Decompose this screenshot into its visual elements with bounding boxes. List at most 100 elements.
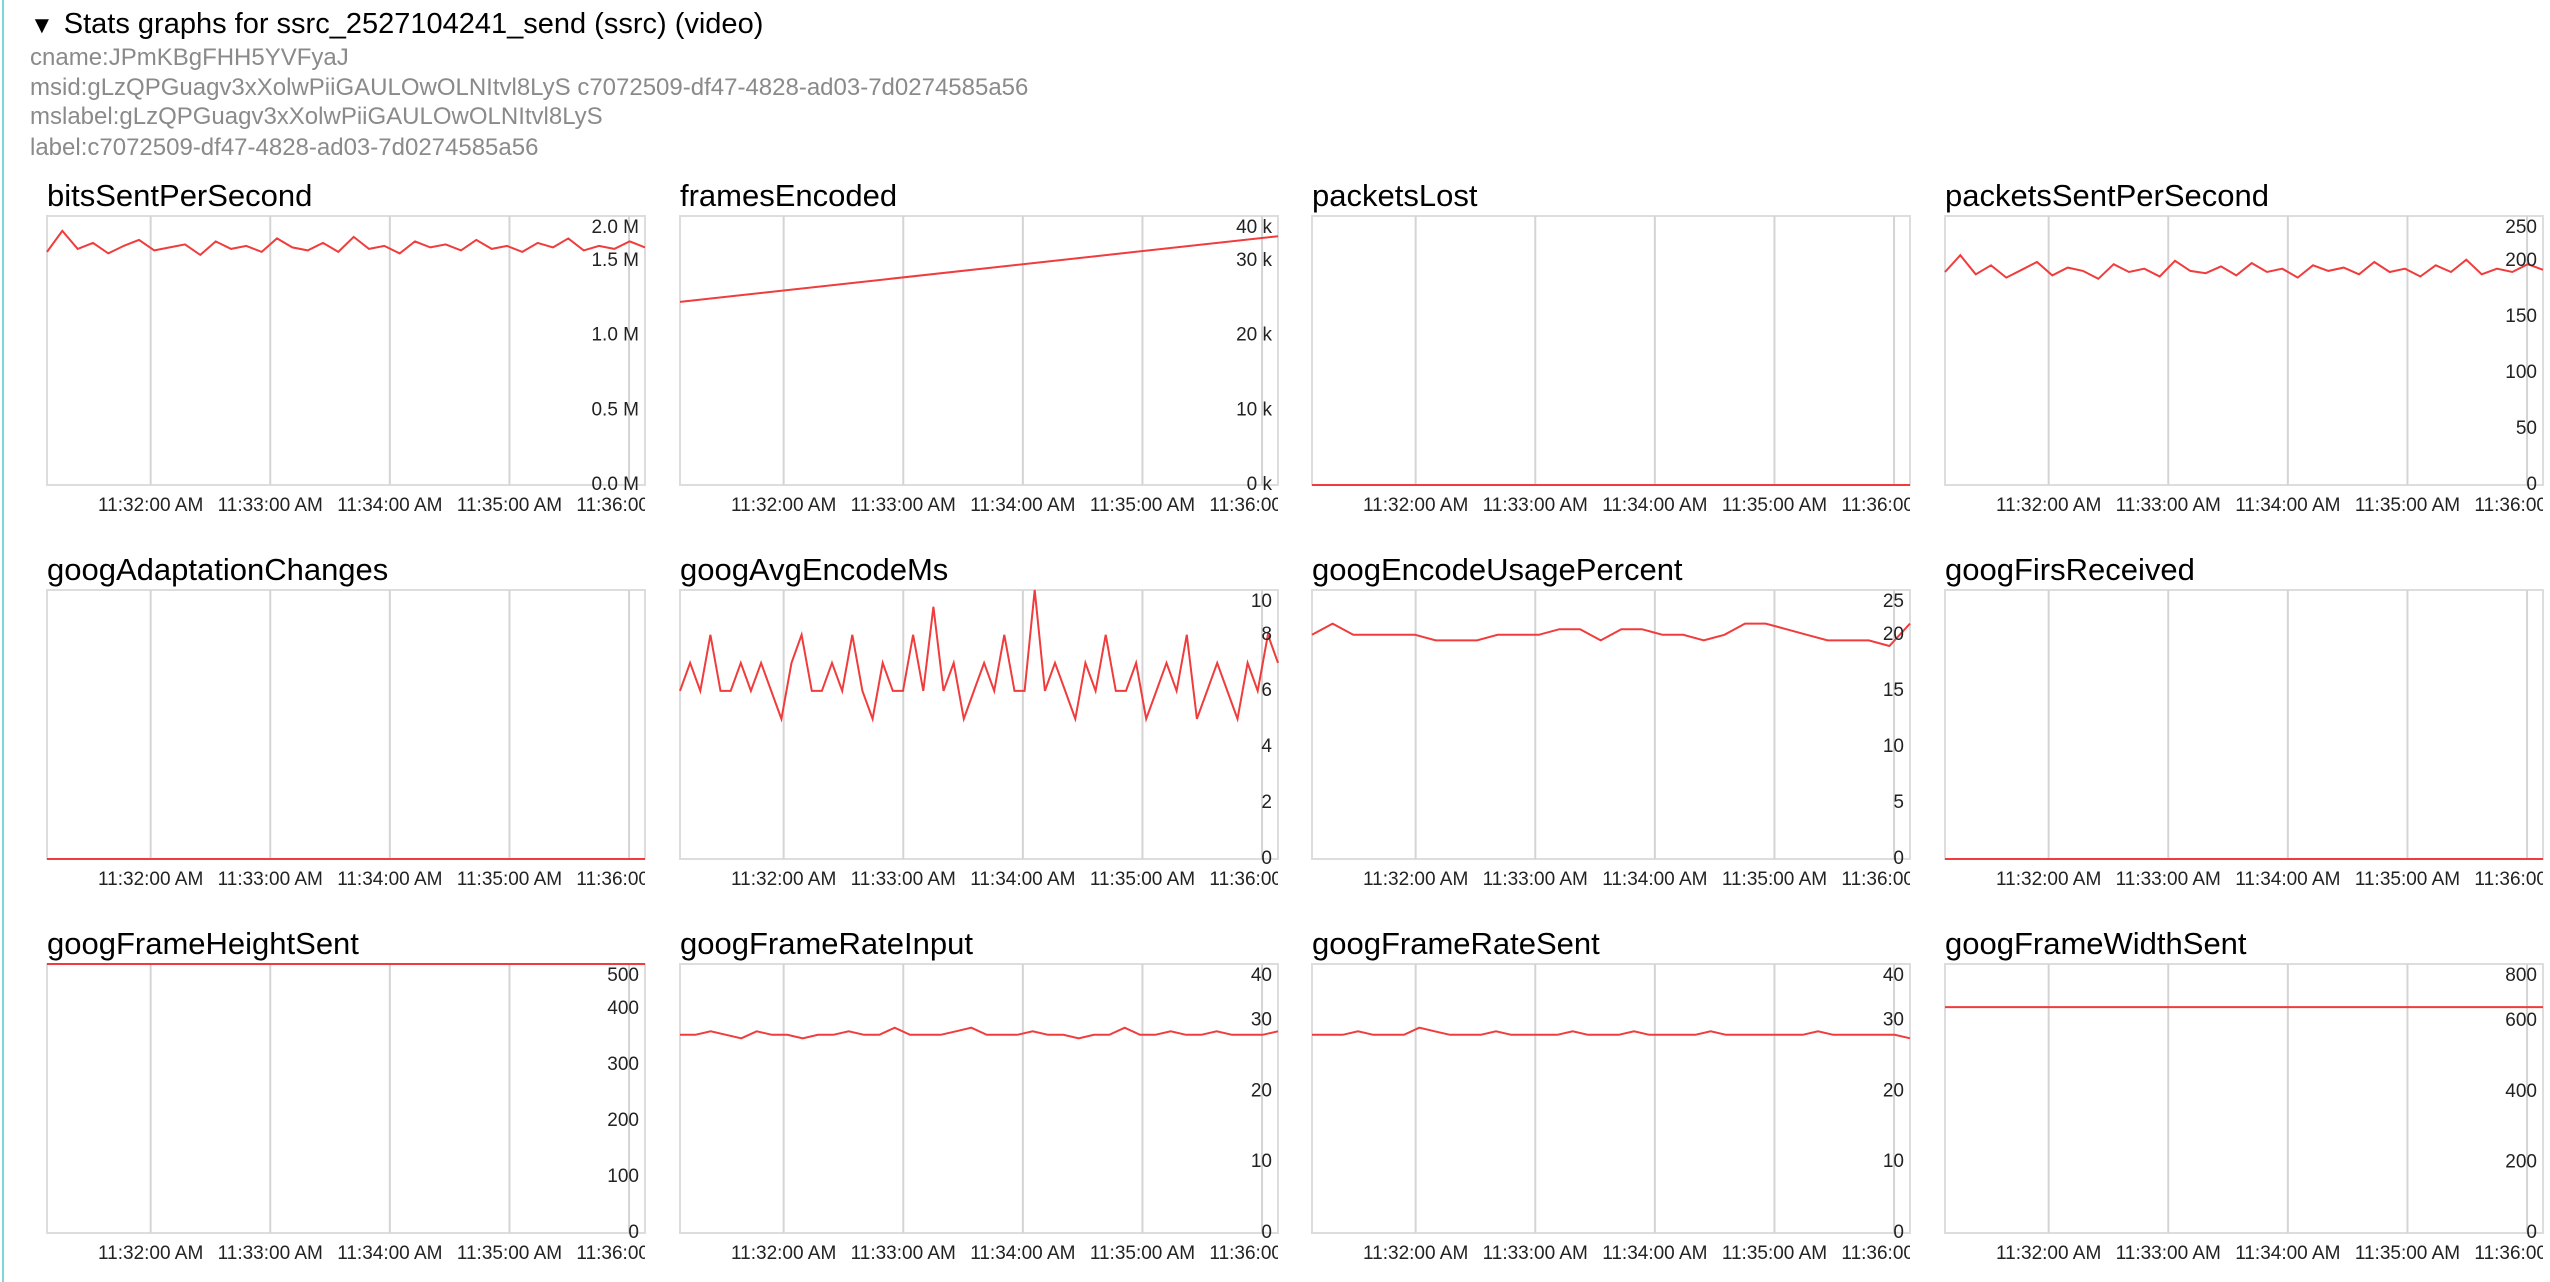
x-tick-label: 11:36:00 AM	[1841, 1243, 1946, 1264]
x-tick-label: 11:32:00 AM	[98, 495, 203, 516]
y-tick-label: 0	[1261, 848, 1272, 869]
plot-frame	[679, 215, 1279, 486]
y-tick-label: 25	[1883, 591, 1904, 612]
x-tick-label: 11:34:00 AM	[2235, 869, 2340, 890]
toggle[interactable]: ▼	[30, 12, 54, 39]
x-tick-label: 11:35:00 AM	[1090, 1243, 1195, 1264]
x-tick-label: 11:36:00 AM	[2474, 869, 2550, 890]
y-tick-label: 0	[1261, 1222, 1272, 1243]
chart: framesEncoded 11:32:00 AM 11:33:00 AM 11:34…	[679, 178, 1314, 516]
x-tick-label: 11:32:00 AM	[1363, 1243, 1468, 1264]
x-tick-label: 11:34:00 AM	[970, 495, 1075, 516]
x-tick-label: 11:35:00 AM	[457, 869, 562, 890]
x-tick-label: 11:35:00 AM	[1090, 869, 1195, 890]
plot-frame	[46, 963, 646, 1234]
y-tick-label: 100	[607, 1166, 639, 1187]
y-tick-label: 400	[607, 998, 639, 1019]
y-tick-label: 30	[1251, 1010, 1272, 1031]
x-tick-label: 11:32:00 AM	[1363, 495, 1468, 516]
x-tick-label: 11:34:00 AM	[1602, 869, 1707, 890]
section-header[interactable]: ▼ Stats graphs for ssrc_2527104241_send (…	[30, 8, 763, 41]
y-tick-label: 20	[1883, 1080, 1904, 1101]
chart-title: googFrameRateInput	[680, 926, 973, 961]
chart-title: googEncodeUsagePercent	[1312, 552, 1683, 587]
x-tick-label: 11:33:00 AM	[2116, 495, 2221, 516]
x-tick-label: 11:36:00 AM	[1841, 869, 1946, 890]
chart: googAdaptationChanges 11:32:00 AM 11:33:00…	[46, 552, 646, 890]
y-tick-label: 1.5 M	[591, 250, 639, 271]
chart: googFrameRateInput 11:32:00 AM 11:33:00 AM…	[679, 926, 1314, 1264]
plot-frame	[46, 589, 646, 860]
data-line	[679, 235, 1279, 303]
y-tick-label: 40 k	[1236, 217, 1272, 238]
x-tick-label: 11:36:00 AM	[1209, 1243, 1314, 1264]
plot-frame	[1311, 589, 1911, 860]
x-tick-label: 11:32:00 AM	[1996, 869, 2101, 890]
x-tick-label: 11:36:00 AM	[1841, 495, 1946, 516]
y-tick-label: 40	[1883, 965, 1904, 986]
chart-title: googAvgEncodeMs	[680, 552, 948, 587]
y-tick-label: 250	[2505, 217, 2537, 238]
chart-title: bitsSentPerSecond	[47, 178, 312, 213]
x-tick-label: 11:33:00 AM	[218, 1243, 323, 1264]
y-tick-label: 2.0 M	[591, 217, 639, 238]
y-tick-label: 500	[607, 965, 639, 986]
y-tick-label: 30 k	[1236, 250, 1272, 271]
y-tick-label: 4	[1261, 736, 1272, 757]
x-tick-label: 11:36:00 AM	[1209, 495, 1314, 516]
data-line	[46, 229, 646, 257]
x-tick-label: 11:35:00 AM	[1722, 495, 1827, 516]
x-tick-label: 11:32:00 AM	[1996, 1243, 2101, 1264]
y-tick-label: 150	[2505, 306, 2537, 327]
chart: googAvgEncodeMs 11:32:00 AM 11:33:00 AM 11:…	[679, 552, 1314, 890]
x-tick-label: 11:33:00 AM	[1483, 869, 1588, 890]
x-tick-label: 11:34:00 AM	[2235, 1243, 2340, 1264]
y-tick-label: 10	[1883, 736, 1904, 757]
y-tick-label: 400	[2505, 1081, 2537, 1102]
x-tick-label: 11:35:00 AM	[2355, 1243, 2460, 1264]
x-tick-label: 11:35:00 AM	[457, 495, 562, 516]
chart: packetsLost 11:32:00 AM 11:33:00 AM 11:34:0…	[1311, 178, 1946, 516]
chart: googFrameRateSent 11:32:00 AM 11:33:00 AM 1…	[1311, 926, 1946, 1264]
left-edge	[2, 0, 4, 1282]
y-tick-label: 2	[1261, 792, 1272, 813]
y-tick-label: 200	[2505, 250, 2537, 271]
section-title: Stats graphs for ssrc_2527104241_send (s…	[63, 8, 764, 40]
x-tick-label: 11:33:00 AM	[851, 495, 956, 516]
x-tick-label: 11:36:00 AM	[1209, 869, 1314, 890]
info-line: label:c7072509-df47-4828-ad03-7d0274585a…	[30, 134, 539, 161]
y-tick-label: 800	[2505, 965, 2537, 986]
x-tick-label: 11:32:00 AM	[1996, 495, 2101, 516]
y-tick-label: 0.0 M	[591, 474, 639, 495]
plot-frame	[1311, 215, 1911, 486]
x-tick-label: 11:32:00 AM	[731, 869, 836, 890]
y-tick-label: 0 k	[1247, 474, 1273, 495]
plot-frame	[1944, 589, 2544, 860]
data-line	[1312, 1026, 1911, 1040]
x-tick-label: 11:34:00 AM	[970, 869, 1075, 890]
x-tick-label: 11:34:00 AM	[1602, 1243, 1707, 1264]
chart-title: googFrameWidthSent	[1945, 926, 2247, 961]
y-tick-label: 50	[2516, 418, 2537, 439]
x-tick-label: 11:34:00 AM	[970, 1243, 1075, 1264]
y-tick-label: 10	[1251, 591, 1272, 612]
y-tick-label: 0	[2526, 474, 2537, 495]
chart: packetsSentPerSecond 11:32:00 AM 11:33:00 …	[1944, 178, 2544, 516]
y-tick-label: 10 k	[1236, 399, 1272, 420]
plot-frame	[1311, 963, 1911, 1234]
y-tick-label: 0	[2526, 1222, 2537, 1243]
chart-title: googFrameRateSent	[1312, 926, 1600, 961]
chart: googFrameHeightSent 11:32:00 AM 11:33:00 A…	[46, 926, 681, 1264]
chart: googEncodeUsagePercent 11:32:00 AM 11:33:0…	[1311, 552, 1946, 890]
y-tick-label: 6	[1261, 680, 1272, 701]
x-tick-label: 11:32:00 AM	[731, 495, 836, 516]
data-line	[1311, 622, 1911, 648]
x-tick-label: 11:36:00 AM	[576, 1243, 681, 1264]
x-tick-label: 11:34:00 AM	[337, 869, 442, 890]
chart: googFrameWidthSent 11:32:00 AM 11:33:00 AM…	[1944, 926, 2544, 1264]
y-tick-label: 200	[607, 1110, 639, 1131]
y-tick-label: 20	[1251, 1080, 1272, 1101]
y-tick-label: 10	[1883, 1151, 1904, 1172]
y-tick-label: 10	[1251, 1151, 1272, 1172]
